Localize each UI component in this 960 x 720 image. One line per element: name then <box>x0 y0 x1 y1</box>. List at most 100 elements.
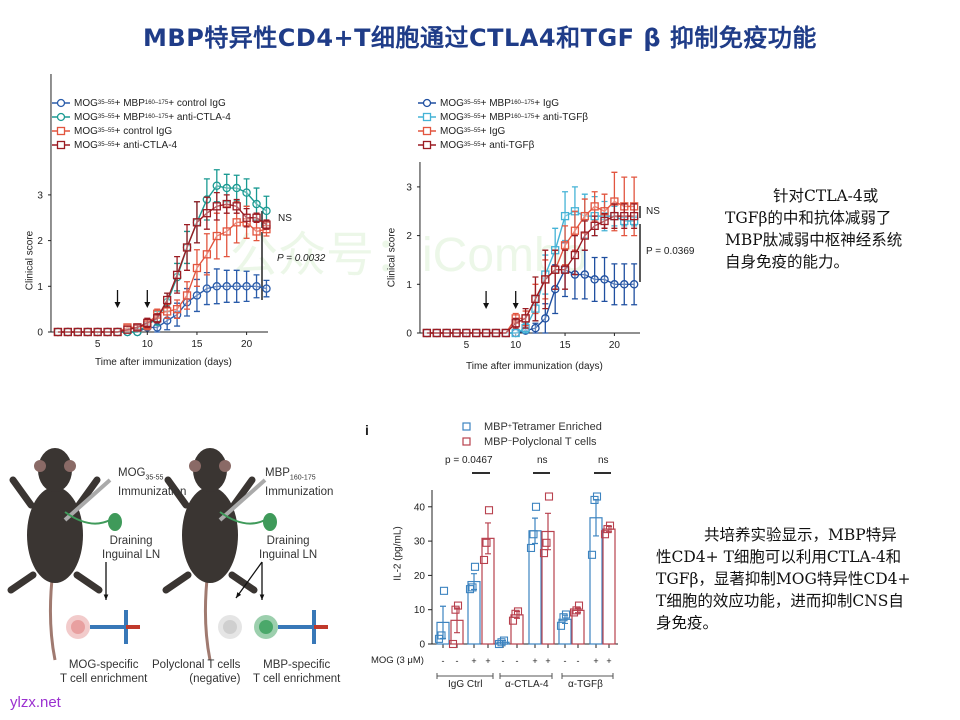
data-point <box>192 291 202 300</box>
mbp-specific-label: MBP-specific T cell enrichment <box>253 659 341 685</box>
polyclonal-label: Polyclonal T cells (negative) <box>152 659 241 685</box>
arrow-head-icon <box>483 303 490 309</box>
series-4 <box>53 191 271 337</box>
data-point <box>572 606 581 615</box>
data-point <box>242 188 251 197</box>
data-point <box>262 220 271 229</box>
legend-label-part: + <box>507 423 512 430</box>
legend-item: MOG 35–55 + control IgG <box>52 124 231 138</box>
data-point <box>531 502 541 511</box>
mouse-mbp <box>162 448 277 661</box>
data-point <box>232 183 241 193</box>
data-point <box>232 202 241 211</box>
annotation-p-2: P = 0.0369 <box>646 246 695 257</box>
y-tick-label: 40 <box>414 502 426 513</box>
series-line <box>426 210 635 334</box>
data-point <box>570 250 580 260</box>
legend-label-part: + MBP <box>114 111 145 123</box>
data-point <box>542 538 551 547</box>
mouse-head <box>193 448 227 492</box>
data-point <box>610 211 619 221</box>
data-point <box>605 521 615 530</box>
line-chart-1 <box>47 74 271 337</box>
legend-label-part: MBP <box>484 435 508 448</box>
y-tick-label: 20 <box>414 571 426 582</box>
error-bar <box>485 522 491 555</box>
data-point <box>539 549 549 558</box>
data-point <box>629 280 639 289</box>
mbp-immunization-label: MBP160-175 Immunization <box>265 467 334 499</box>
data-point <box>560 265 570 274</box>
mog-sign-label: - <box>456 656 459 666</box>
error-bar <box>174 255 181 294</box>
error-bar <box>631 203 638 229</box>
syringe-icon <box>218 478 267 522</box>
legend-label-part: + control IgG <box>168 97 226 109</box>
site-label: ylzx.net <box>10 694 61 711</box>
series-line <box>57 221 267 333</box>
x-tick-label: 5 <box>464 340 470 351</box>
legend-chart-2: MOG 35–55 + MBP 160–175 + IgG MOG 35–55 + MB… <box>418 96 588 152</box>
bar-2-3 <box>508 607 524 645</box>
series-2 <box>53 169 271 337</box>
error-bar <box>213 268 220 305</box>
data-point <box>93 327 102 337</box>
mouse-limbs <box>162 476 258 594</box>
bar-2-6 <box>600 521 616 645</box>
legend-label-part: + MBP <box>480 111 511 123</box>
y-tick-label: 0 <box>37 328 43 339</box>
legend-label-part: MOG <box>74 125 98 137</box>
t-cell-nucleus <box>223 620 237 634</box>
y-tick-label: 0 <box>406 329 412 340</box>
error-bar <box>581 220 588 251</box>
error-bar <box>223 269 230 303</box>
legend-marker-icon <box>418 126 436 136</box>
data-point <box>182 291 192 300</box>
data-point <box>212 282 222 291</box>
arrow-head-icon <box>512 303 519 309</box>
mouse-tail <box>203 569 212 661</box>
data-point <box>212 181 222 191</box>
legend-item: MOG 35–55 + MBP 160–175 + control IgG <box>52 96 231 110</box>
mog-specific-label: MOG-specific T cell enrichment <box>60 659 148 685</box>
note-bottom: 共培养实验显示，MBP特异 性CD4+ T细胞可以利用CTLA-4和 TGFβ，… <box>656 524 956 634</box>
error-bar <box>213 191 220 221</box>
data-point <box>252 282 261 291</box>
mog-sign-label: + <box>545 656 550 666</box>
data-point <box>580 211 589 221</box>
note-bottom-line: 性CD4+ T细胞可以利用CTLA-4和 <box>656 548 902 566</box>
data-point <box>556 621 566 630</box>
legend-marker-icon <box>462 421 471 431</box>
error-bar <box>532 276 539 322</box>
mbp-cell <box>254 610 328 644</box>
annotation-p-1: P = 0.0032 <box>277 253 326 264</box>
bar <box>602 528 616 645</box>
lymph-node-icon <box>108 513 122 531</box>
note-bottom-line: TGFβ，显著抑制MOG特异性CD4+ <box>656 570 911 588</box>
error-bar <box>601 213 608 229</box>
data-point <box>202 250 212 259</box>
legend-item: MOG 35–55 + MBP 160–175 + anti-TGFβ <box>418 110 588 124</box>
data-point <box>570 226 580 235</box>
legend-label-part: MOG <box>74 97 98 109</box>
data-point <box>53 327 63 337</box>
legend-label-part: 35–55 <box>97 128 115 134</box>
legend-marker-icon <box>418 140 436 150</box>
error-bar <box>174 299 181 319</box>
data-point <box>123 325 132 334</box>
data-point <box>222 183 231 193</box>
legend-label-part: 160–175 <box>144 100 169 106</box>
note-top: 针对CTLA-4或 TGFβ的中和抗体减弱了 MBP肽减弱中枢神经系统 自身免疫… <box>725 185 955 273</box>
data-point <box>531 294 540 304</box>
bar-2-4 <box>539 492 555 645</box>
legend-label-part: + IgG <box>534 97 559 109</box>
data-point <box>453 601 463 610</box>
data-point <box>232 218 241 227</box>
panel-label-i: i <box>365 422 369 438</box>
note-top-line: 自身免疫的能力。 <box>725 253 850 271</box>
t-cell-nucleus <box>259 620 273 634</box>
mouse-ear <box>219 460 231 472</box>
data-point <box>222 282 231 291</box>
data-point <box>629 211 639 221</box>
